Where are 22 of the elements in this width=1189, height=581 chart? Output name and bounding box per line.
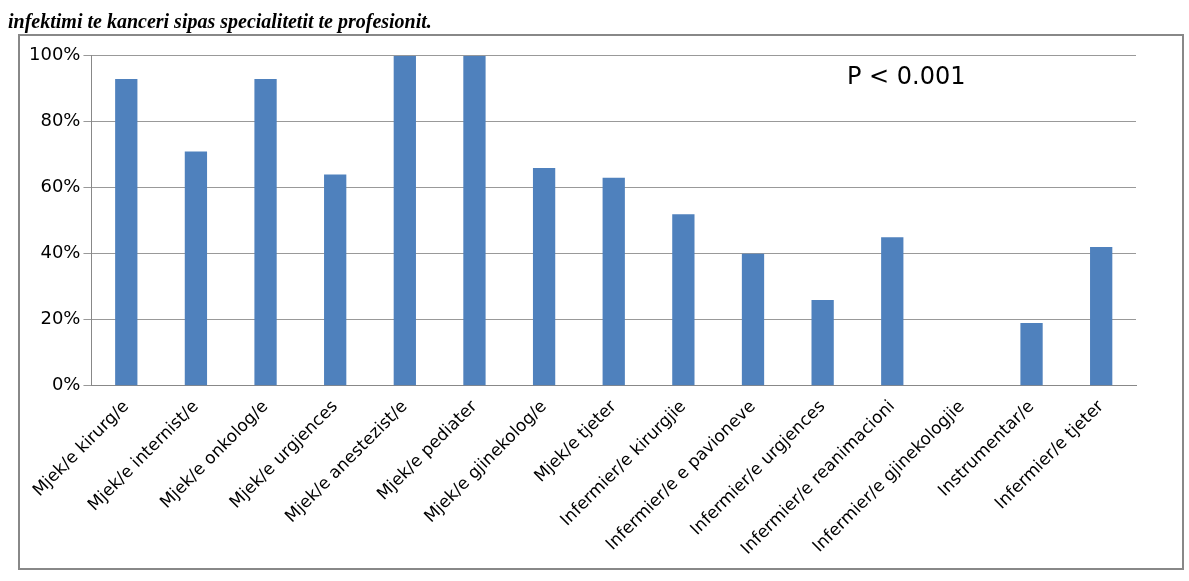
y-tick-label: 100% [28, 43, 81, 65]
bar [393, 55, 416, 386]
bar [463, 55, 486, 386]
bar [324, 174, 347, 386]
bar [811, 299, 834, 386]
bar [184, 151, 208, 386]
chart-title: infektimi te kanceri sipas specialitetit te profesionit. [8, 9, 433, 34]
bar [602, 177, 625, 386]
bar [741, 253, 765, 386]
y-tick-label: 0% [51, 373, 81, 395]
bar [115, 78, 138, 386]
y-tick-label: 40% [40, 241, 81, 263]
bar [1020, 322, 1043, 386]
y-tick-label: 60% [40, 175, 81, 197]
bar [532, 167, 556, 386]
bar [881, 237, 904, 386]
bar [672, 214, 695, 386]
bar [254, 78, 277, 386]
annotation: P < 0.001 [846, 62, 966, 91]
bar [1090, 247, 1113, 386]
y-tick-label: 80% [40, 109, 81, 131]
y-tick-label: 20% [40, 307, 81, 329]
